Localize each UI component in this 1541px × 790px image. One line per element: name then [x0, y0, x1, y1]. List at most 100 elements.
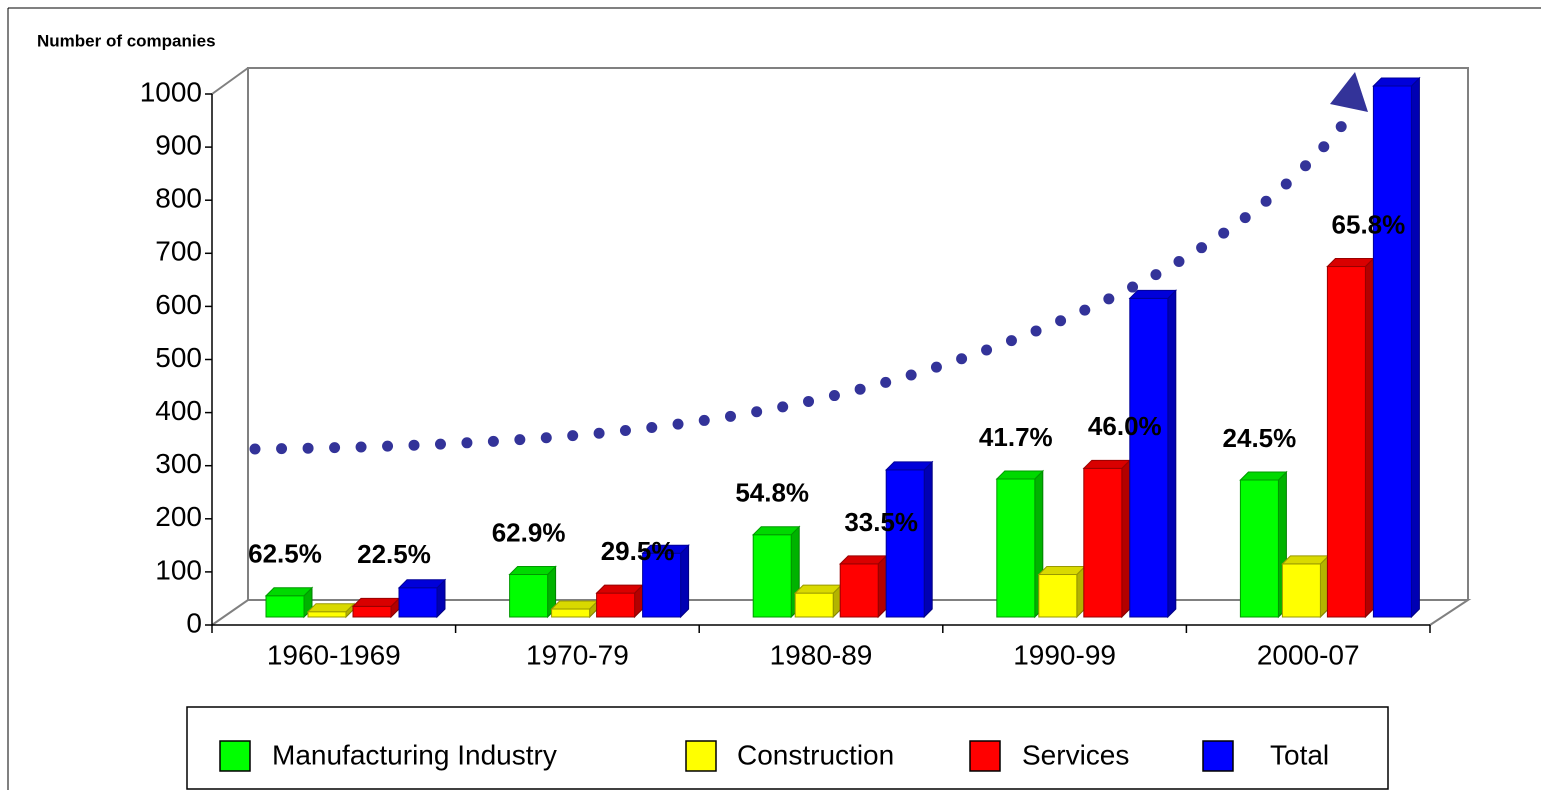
bar-side [1364, 257, 1374, 619]
legend [186, 706, 1389, 790]
bar [1326, 257, 1375, 619]
bar-side [1121, 459, 1131, 619]
bar-front [352, 605, 392, 618]
bar-front [1239, 479, 1279, 618]
bar [995, 469, 1045, 619]
bar-side [923, 460, 933, 619]
bar [751, 525, 801, 619]
bar [1239, 470, 1288, 619]
bar [508, 565, 557, 619]
bar-front [1129, 297, 1169, 618]
share-label: 29.5% [601, 536, 675, 566]
bar-top [1037, 566, 1087, 576]
legend-label: Total [1270, 739, 1329, 770]
bar-top [595, 584, 644, 594]
y-tick-label: 500 [155, 342, 202, 373]
bar-top [1128, 289, 1178, 299]
y-tick-label: 900 [155, 129, 202, 160]
bar-top [884, 461, 934, 471]
legend-label: Services [1022, 739, 1129, 770]
bar-top [351, 597, 401, 607]
bar [264, 586, 314, 619]
bar-front [1038, 574, 1078, 618]
bar-front [509, 574, 549, 618]
bar-side [1167, 289, 1177, 619]
bar-front [551, 608, 591, 618]
bar [1128, 289, 1178, 619]
bar [838, 554, 888, 619]
x-tick-label: 1980-89 [770, 639, 873, 670]
y-tick-label: 200 [155, 501, 202, 532]
y-tick-label: 600 [155, 289, 202, 320]
trend-arrow [249, 72, 1368, 455]
bar-top [306, 603, 356, 613]
share-label: 41.7% [979, 422, 1053, 452]
y-tick-label: 100 [155, 554, 202, 585]
share-label: 46.0% [1088, 411, 1162, 441]
bar [793, 583, 843, 619]
bar-front [1083, 467, 1123, 618]
y-tick-label: 400 [155, 395, 202, 426]
bar-top [550, 600, 599, 610]
bar [306, 602, 356, 619]
bar-top [508, 566, 557, 576]
share-label: 62.9% [492, 517, 566, 547]
bar-front [885, 469, 925, 618]
bar-front [839, 563, 879, 618]
share-label: 65.8% [1332, 209, 1406, 239]
bar-top [264, 587, 314, 597]
bar [641, 544, 690, 619]
bar-front [1372, 85, 1412, 618]
legend-swatch [1202, 740, 1234, 772]
share-label: 33.5% [844, 507, 918, 537]
bar-top [838, 555, 888, 565]
bar-front [1326, 266, 1366, 618]
bar-top [1281, 555, 1330, 565]
y-tick-label: 300 [155, 448, 202, 479]
bar-side [680, 544, 690, 619]
bar [351, 597, 401, 619]
y-tick-label: 800 [155, 183, 202, 214]
bar-top [641, 544, 690, 554]
bar [1372, 76, 1421, 619]
bar [397, 578, 447, 619]
bar-top [1372, 77, 1421, 87]
bar-front [996, 478, 1036, 618]
bar-front [596, 592, 636, 618]
bar-side [877, 554, 887, 619]
legend-label: Manufacturing Industry [272, 739, 557, 770]
trend-curve [249, 116, 1351, 455]
bar-top [995, 470, 1045, 480]
bar-top [1082, 459, 1132, 469]
y-tick-label: 700 [155, 236, 202, 267]
bar-top [1239, 471, 1288, 481]
share-label: 62.5% [248, 539, 322, 569]
bar-front [642, 552, 682, 618]
bar [1037, 565, 1087, 619]
wall-edge [211, 67, 249, 95]
x-tick-label: 2000-07 [1257, 639, 1360, 670]
bar-top [397, 579, 447, 589]
share-label: 24.5% [1223, 423, 1297, 453]
bar [1281, 554, 1330, 619]
x-tick-label: 1990-99 [1013, 639, 1116, 670]
bar-front [265, 595, 305, 618]
share-label: 54.8% [735, 478, 809, 508]
bar [1082, 459, 1132, 619]
legend-swatch [685, 740, 717, 772]
bar-front [752, 534, 792, 618]
bar [550, 599, 599, 619]
y-tick-label: 0 [186, 607, 202, 638]
bar-front [398, 587, 438, 618]
share-label: 22.5% [357, 539, 431, 569]
x-tick-label: 1970-79 [526, 639, 629, 670]
bar [884, 460, 934, 619]
legend-swatch [219, 740, 251, 772]
back-wall [247, 67, 1469, 600]
bar-top [1326, 258, 1375, 268]
bar-front [1281, 563, 1321, 618]
bar [595, 583, 644, 619]
y-tick-label: 1000 [140, 76, 202, 107]
trend-arrowhead [1330, 72, 1368, 112]
